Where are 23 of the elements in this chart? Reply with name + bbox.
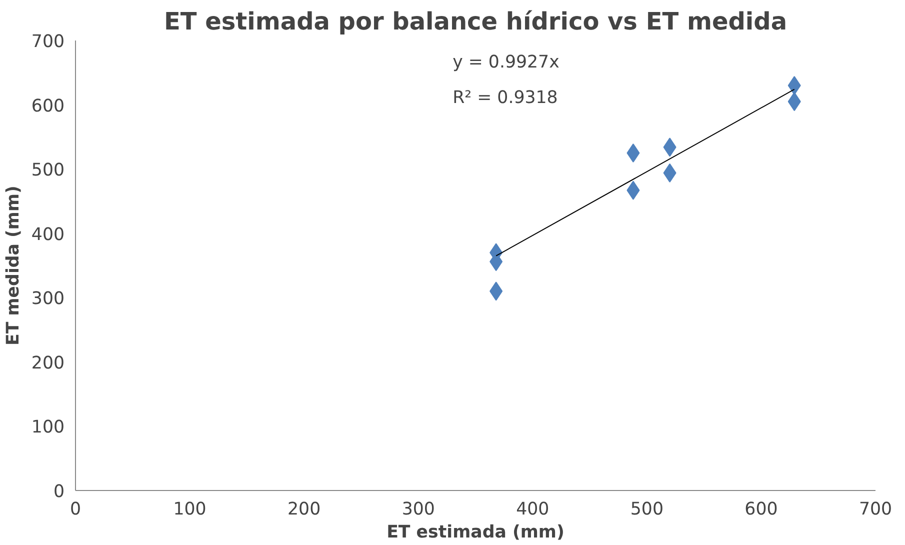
y-tick-label: 100 — [31, 418, 65, 438]
y-tick-label: 600 — [31, 96, 65, 116]
x-tick-label: 300 — [402, 500, 435, 520]
x-tick-label: 600 — [744, 500, 778, 520]
x-tick-label: 400 — [516, 500, 550, 520]
x-tick-label: 100 — [173, 500, 206, 520]
x-tick-label: 200 — [288, 500, 321, 520]
y-tick-label: 700 — [31, 32, 65, 52]
annotation: y = 0.9927x — [452, 52, 560, 73]
y-tick-label: 500 — [31, 160, 65, 181]
x-axis-title: ET estimada (mm) — [386, 522, 564, 542]
x-tick-label: 0 — [70, 500, 82, 520]
y-tick-label: 400 — [31, 224, 65, 245]
x-tick-label: 500 — [630, 500, 664, 520]
point — [626, 144, 640, 162]
y-axis-title: ET medida (mm) — [3, 186, 24, 346]
y-tick-label: 0 — [53, 482, 65, 502]
point — [788, 76, 801, 95]
chart-title: ET estimada por balance hídrico vs ET medida — [164, 8, 788, 36]
y-tick-label: 200 — [31, 353, 65, 374]
y-tick-label: 300 — [31, 289, 65, 310]
x-tick-label: 700 — [858, 500, 892, 520]
annotation: R² = 0.9318 — [452, 88, 558, 108]
